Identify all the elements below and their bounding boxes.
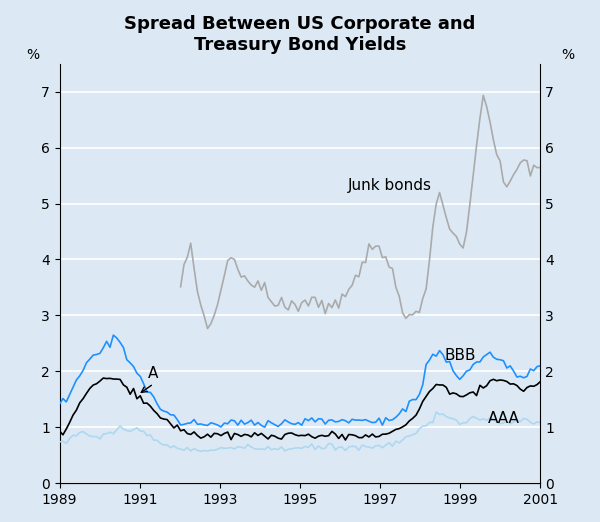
Text: %: % [561, 49, 574, 63]
Text: Junk bonds: Junk bonds [348, 177, 432, 193]
Text: AAA: AAA [488, 411, 520, 426]
Title: Spread Between US Corporate and
Treasury Bond Yields: Spread Between US Corporate and Treasury… [124, 15, 476, 54]
Text: A: A [148, 366, 158, 381]
Text: %: % [26, 49, 39, 63]
Text: BBB: BBB [444, 348, 476, 363]
